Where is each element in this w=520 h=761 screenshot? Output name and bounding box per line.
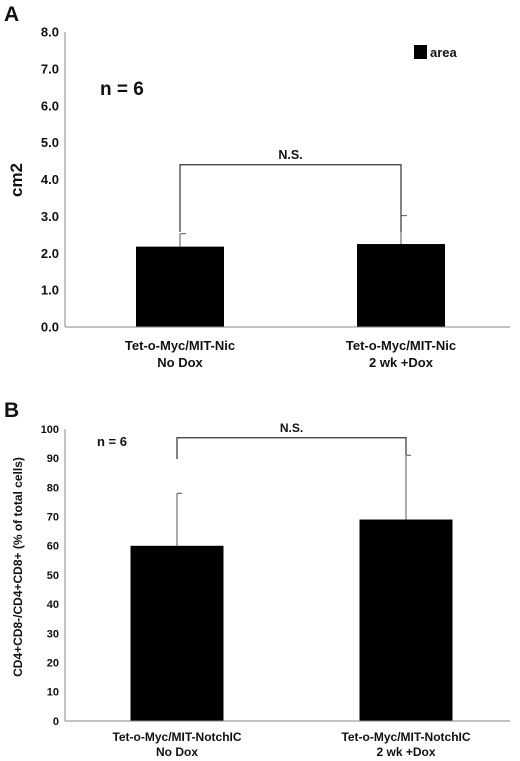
- y-tick-label: 60: [47, 541, 59, 553]
- panel-a: A 0.0 1.0 2.0 3.0 4.0 5.0 6.0 7.0 8.0 cm2 N.S. n…: [4, 3, 510, 370]
- bracket-line: [180, 165, 401, 232]
- y-tick-label: 70: [47, 511, 59, 523]
- y-tick-label: 4.0: [41, 172, 59, 187]
- y-tick-label: 2.0: [41, 246, 59, 261]
- x-tick-label: Tet-o-Myc/MIT-Nic: [125, 338, 235, 353]
- panel-b-bars: [131, 520, 453, 721]
- y-tick-label: 90: [47, 453, 59, 465]
- x-tick-label: Tet-o-Myc/MIT-NotchIC: [341, 730, 470, 744]
- panel-a-n-annotation: n = 6: [100, 79, 144, 100]
- bar: [357, 244, 445, 327]
- panel-a-y-axis: 0.0 1.0 2.0 3.0 4.0 5.0 6.0 7.0 8.0: [41, 25, 59, 335]
- y-tick-label: 7.0: [41, 61, 59, 76]
- bracket-line: [177, 438, 406, 459]
- bar: [360, 520, 453, 721]
- x-tick-label: 2 wk +Dox: [376, 745, 435, 759]
- panel-a-label: A: [4, 3, 19, 26]
- y-tick-label: 50: [47, 570, 59, 582]
- y-tick-label: 8.0: [41, 25, 59, 40]
- x-tick-label: 2 wk +Dox: [369, 355, 434, 370]
- bar: [136, 247, 224, 327]
- x-tick-label: Tet-o-Myc/MIT-NotchIC: [112, 730, 241, 744]
- y-tick-label: 5.0: [41, 135, 59, 150]
- panel-a-bars: [136, 244, 445, 327]
- y-tick-label: 0: [53, 716, 59, 728]
- panel-b: B 0 10 20 30 40 50 60 70 80 90 100 CD4+CD8-/CD4+CD…: [4, 399, 510, 759]
- panel-a-significance-bracket: [180, 165, 401, 232]
- panel-b-n-annotation: n = 6: [97, 434, 127, 449]
- panel-a-y-axis-label: cm2: [7, 163, 26, 197]
- panel-b-label: B: [4, 399, 19, 422]
- y-tick-label: 10: [47, 687, 59, 699]
- panel-b-significance-label: N.S.: [280, 421, 303, 435]
- y-tick-label: 1.0: [41, 283, 59, 298]
- panel-a-legend-swatch: [414, 45, 427, 59]
- y-tick-label: 6.0: [41, 98, 59, 113]
- bar: [131, 546, 224, 721]
- panel-b-significance-bracket: [177, 438, 406, 459]
- x-tick-label: No Dox: [157, 355, 203, 370]
- y-tick-label: 0.0: [41, 320, 59, 335]
- y-tick-label: 3.0: [41, 209, 59, 224]
- panel-a-error-bars: [180, 216, 407, 247]
- x-tick-label: No Dox: [156, 745, 198, 759]
- y-tick-label: 80: [47, 482, 59, 494]
- x-tick-label: Tet-o-Myc/MIT-Nic: [346, 338, 456, 353]
- panel-b-y-axis: 0 10 20 30 40 50 60 70 80 90 100: [41, 424, 59, 728]
- panel-a-significance-label: N.S.: [278, 148, 302, 162]
- y-tick-label: 30: [47, 628, 59, 640]
- y-tick-label: 20: [47, 657, 59, 669]
- panel-b-y-axis-label: CD4+CD8-/CD4+CD8+ (% of total cells): [11, 457, 25, 677]
- y-tick-label: 100: [41, 424, 59, 436]
- panel-a-x-axis: Tet-o-Myc/MIT-Nic No Dox Tet-o-Myc/MIT-Nic…: [125, 338, 456, 370]
- y-tick-label: 40: [47, 599, 59, 611]
- panel-a-legend-label: area: [430, 45, 458, 60]
